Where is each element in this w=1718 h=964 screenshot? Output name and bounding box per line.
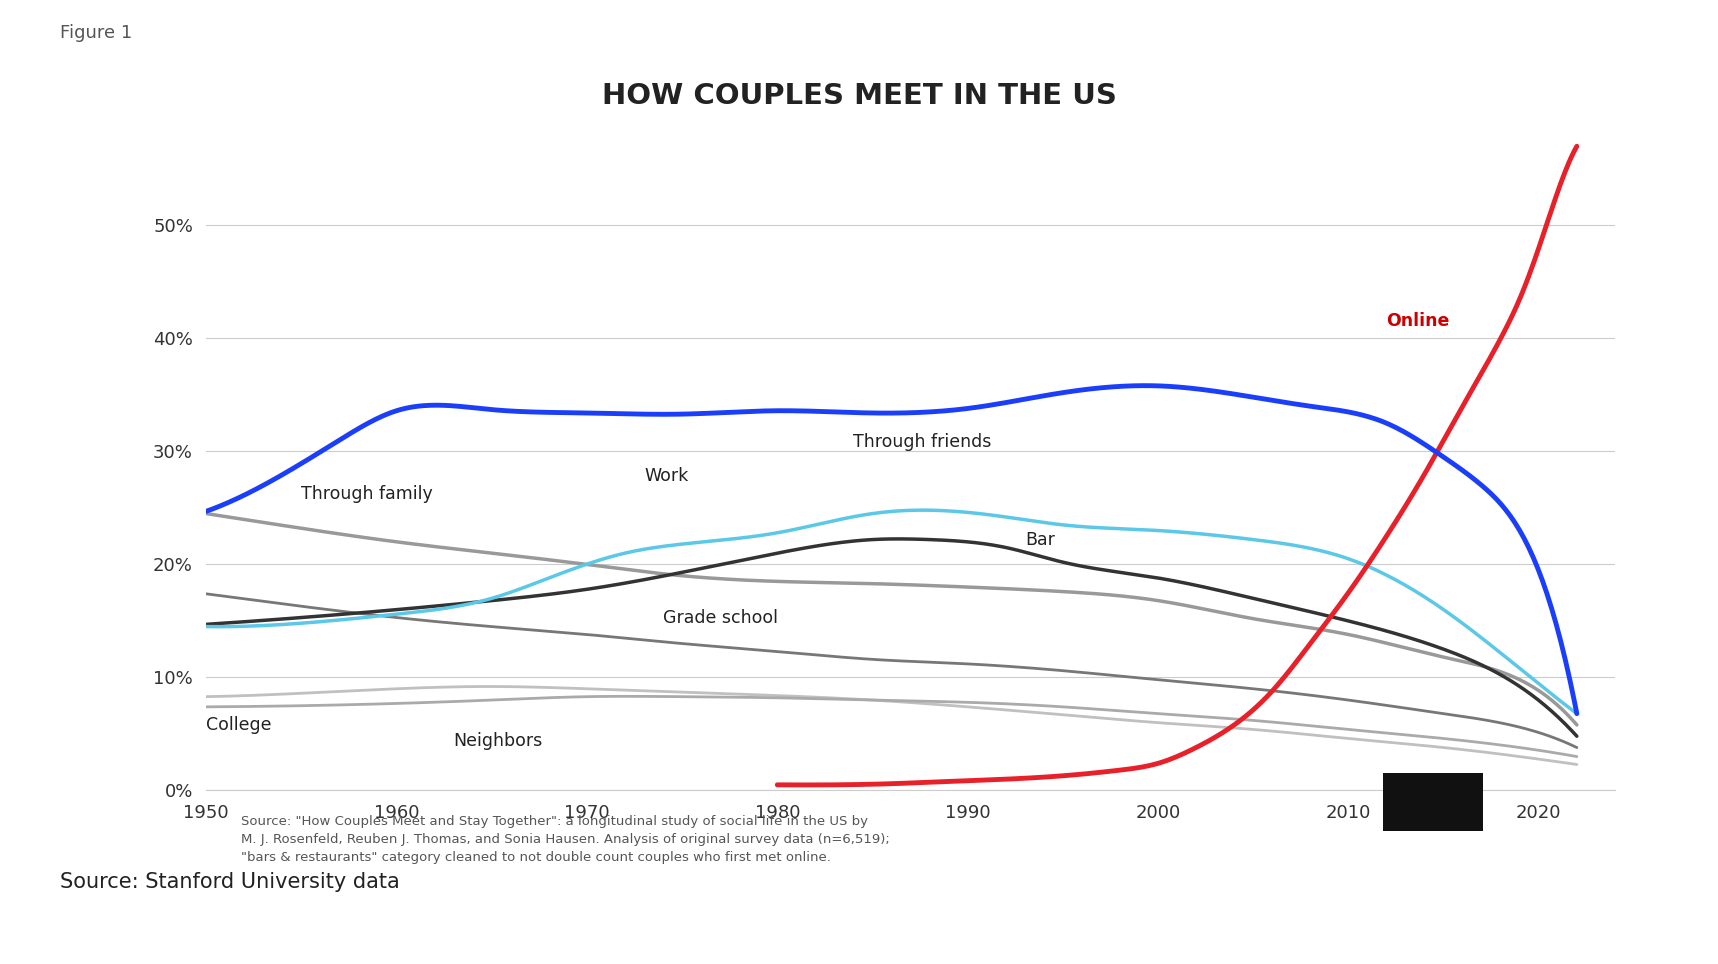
Text: MARRIAGE
PACT: MARRIAGE PACT [1398, 787, 1467, 817]
Text: Through family: Through family [301, 485, 433, 503]
Text: Work: Work [644, 468, 689, 485]
Text: Source: "How Couples Meet and Stay Together": a longitudinal study of social lif: Source: "How Couples Meet and Stay Toget… [241, 815, 890, 864]
Text: HOW COUPLES MEET IN THE US: HOW COUPLES MEET IN THE US [601, 82, 1117, 110]
Text: Online: Online [1386, 312, 1450, 331]
Text: Source: Stanford University data: Source: Stanford University data [60, 872, 400, 893]
Text: College: College [206, 716, 271, 734]
Text: Figure 1: Figure 1 [60, 24, 132, 42]
Text: Through friends: Through friends [854, 434, 991, 451]
Text: Neighbors: Neighbors [454, 732, 543, 750]
Text: Grade school: Grade school [663, 608, 778, 627]
Text: Bar: Bar [1024, 530, 1055, 549]
